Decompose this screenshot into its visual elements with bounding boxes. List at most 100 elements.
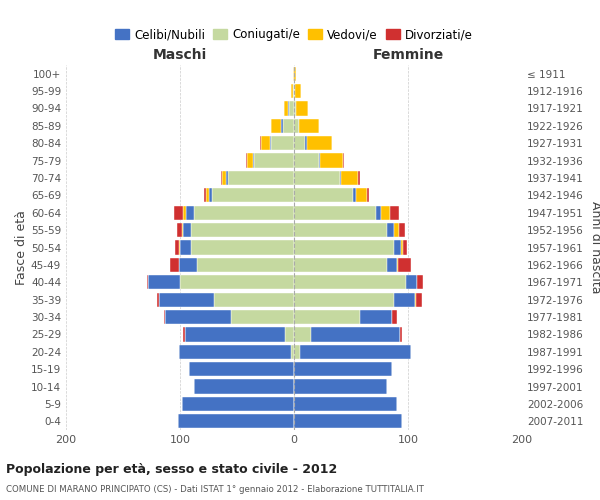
Bar [294,102,296,116]
Bar [176,223,182,237]
Bar [294,223,388,237]
Bar [212,188,294,202]
Bar [398,258,412,272]
Bar [392,310,397,324]
Bar [289,102,294,116]
Bar [358,171,360,185]
Bar [294,240,394,254]
Bar [294,344,300,359]
Bar [294,136,305,150]
Bar [182,223,184,237]
Bar [294,310,360,324]
Bar [147,275,148,289]
Bar [232,310,294,324]
Bar [194,206,294,220]
Bar [165,310,232,324]
Bar [294,66,296,81]
Bar [197,258,294,272]
Bar [415,292,416,307]
Bar [294,414,403,428]
Bar [271,136,294,150]
Bar [247,154,253,168]
Text: Femmine: Femmine [373,48,443,62]
Bar [294,84,295,98]
Bar [296,102,308,116]
Bar [189,362,294,376]
Bar [295,84,301,98]
Y-axis label: Anni di nascita: Anni di nascita [589,201,600,294]
Bar [293,84,294,98]
Bar [390,206,399,220]
Bar [294,275,406,289]
Bar [294,380,388,394]
Bar [184,328,185,342]
Bar [388,223,394,237]
Bar [353,188,356,202]
Bar [416,292,422,307]
Bar [283,118,294,133]
Bar [311,328,400,342]
Bar [170,258,179,272]
Bar [394,292,415,307]
Bar [222,171,226,185]
Text: COMUNE DI MARANO PRINCIPATO (CS) - Dati ISTAT 1° gennaio 2012 - Elaborazione TUT: COMUNE DI MARANO PRINCIPATO (CS) - Dati … [6,485,424,494]
Bar [294,292,394,307]
Bar [148,275,180,289]
Bar [293,66,294,81]
Bar [228,171,294,185]
Bar [400,328,402,342]
Bar [221,171,222,185]
Bar [209,188,212,202]
Bar [270,136,271,150]
Bar [180,275,294,289]
Bar [320,154,343,168]
Bar [214,292,294,307]
Bar [305,136,307,150]
Bar [184,206,186,220]
Bar [185,328,285,342]
Bar [417,275,423,289]
Bar [284,102,289,116]
Bar [300,344,412,359]
Bar [246,154,247,168]
Bar [356,188,367,202]
Bar [406,275,417,289]
Bar [294,206,376,220]
Bar [294,171,340,185]
Legend: Celibi/Nubili, Coniugati/e, Vedovi/e, Divorziati/e: Celibi/Nubili, Coniugati/e, Vedovi/e, Di… [110,24,478,46]
Bar [184,223,191,237]
Bar [179,258,197,272]
Bar [179,240,180,254]
Bar [403,240,407,254]
Bar [294,188,353,202]
Bar [343,154,344,168]
Bar [271,118,281,133]
Bar [397,258,398,272]
Bar [394,223,399,237]
Bar [260,136,261,150]
Bar [367,188,369,202]
Bar [178,414,294,428]
Text: Maschi: Maschi [153,48,207,62]
Bar [341,171,358,185]
Y-axis label: Fasce di età: Fasce di età [15,210,28,285]
Bar [180,240,191,254]
Bar [290,84,293,98]
Bar [261,136,270,150]
Bar [204,188,206,202]
Bar [294,328,311,342]
Bar [253,154,254,168]
Bar [160,292,214,307]
Bar [164,310,165,324]
Bar [174,206,184,220]
Bar [340,171,341,185]
Bar [186,206,194,220]
Bar [360,310,392,324]
Bar [294,258,388,272]
Bar [226,171,228,185]
Bar [380,206,390,220]
Bar [254,154,294,168]
Bar [394,240,401,254]
Bar [175,240,179,254]
Bar [294,397,397,411]
